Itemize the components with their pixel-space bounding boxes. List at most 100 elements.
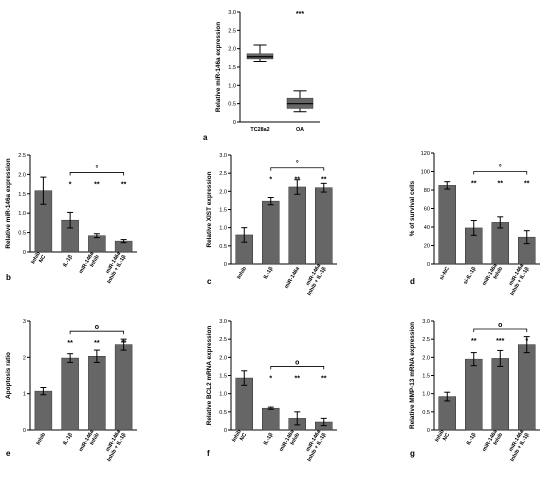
- box-0: [246, 44, 274, 62]
- y-tick-label: 2.5: [219, 171, 227, 177]
- y-tick-label: 0: [224, 428, 227, 434]
- bar-group-1: [61, 353, 79, 431]
- y-tick-label: 1.5: [228, 65, 236, 71]
- y-tick-label: 0.5: [422, 410, 430, 416]
- category-label: miR-146aInhib: [78, 428, 101, 456]
- category-label: miR-146aInhib + IL-1β: [101, 250, 128, 285]
- category-label-line: si-IL-1β: [463, 265, 478, 285]
- category-label: IL-1β: [466, 431, 478, 446]
- y-tick-label: 0.5: [219, 244, 227, 250]
- panel-letter: b: [6, 273, 11, 282]
- y-axis-title: Relative MMP-13 mRNA expression: [409, 322, 416, 429]
- significance-label: ***: [496, 338, 504, 345]
- bracket-label: o: [295, 359, 299, 366]
- significance-label: *: [69, 181, 72, 188]
- y-axis-title: Relative XIST expression: [206, 171, 213, 247]
- panel-letter: f: [207, 449, 210, 458]
- y-tick-label: 0: [233, 120, 236, 126]
- y-tick-label: 2.5: [219, 337, 227, 343]
- bracket-label: °: [296, 160, 299, 168]
- y-tick-label: 1.0: [219, 392, 227, 398]
- panel-letter: a: [203, 133, 208, 142]
- y-tick-label: 20: [424, 244, 430, 250]
- category-label: miR-146aInhib + IL-1β: [301, 428, 328, 463]
- bracket-label: o: [498, 322, 502, 329]
- significance-label: **: [321, 177, 327, 184]
- y-tick-label: 1.5: [219, 374, 227, 380]
- bar-group-2: [88, 233, 106, 253]
- y-axis-title: Apoptosis ratio: [5, 352, 12, 399]
- bar: [518, 344, 536, 431]
- y-tick-label: 3.0: [228, 10, 236, 16]
- category-label-line: IL-1β: [466, 431, 478, 446]
- bar: [88, 355, 106, 431]
- bar: [491, 222, 509, 265]
- significance-label: **: [67, 340, 73, 347]
- significance-label: **: [295, 177, 301, 184]
- comparison-bracket: [473, 171, 528, 175]
- category-label-line: Inhib: [231, 428, 243, 443]
- bar-group-1: [465, 220, 483, 265]
- category-label: miR-146aInhib: [78, 250, 101, 278]
- category-label-line: Inhib: [434, 428, 446, 443]
- box-1: ***: [286, 11, 314, 113]
- category-label: TC28a2: [250, 127, 269, 133]
- category-label-line: Inhib: [493, 265, 505, 280]
- bar: [262, 200, 280, 265]
- category-label-line: Inhib: [89, 431, 101, 446]
- category-label: miR-146aInhib + IL-1β: [504, 428, 531, 463]
- bar: [61, 357, 79, 431]
- category-label: InhibNC: [30, 250, 47, 268]
- y-tick-label: 40: [424, 225, 430, 231]
- bar-group-2: [491, 216, 509, 265]
- category-label: si-NC: [439, 266, 451, 281]
- category-label: InhibNC: [231, 428, 248, 446]
- y-tick-label: 0: [23, 428, 26, 434]
- category-label: InhibNC: [434, 428, 451, 446]
- y-axis-title: Relative miR-146a expression: [5, 158, 12, 248]
- category-label-line: Inhib: [493, 431, 505, 446]
- y-tick-label: 1.0: [18, 211, 26, 217]
- y-tick-label: 80: [424, 188, 430, 194]
- bar-group-0: [235, 370, 253, 431]
- y-tick-label: 0.5: [228, 102, 236, 108]
- category-label-line: IL-1β: [62, 431, 74, 446]
- category-label: miR-146a: [284, 265, 302, 290]
- y-tick-label: 2.0: [18, 172, 26, 178]
- y-tick-label: 120: [421, 151, 430, 157]
- y-axis-title: Relative miR-146a expression: [215, 22, 222, 112]
- chart-panel-g: 0 0.5 1.0 1.5 2.0 2.5 3.0 Relative MMP-13 mRNA …: [409, 319, 540, 463]
- category-label: miR-146aInhib + IL-1β: [101, 428, 128, 463]
- category-label: si-IL-1β: [463, 265, 478, 285]
- significance-label: **: [321, 375, 327, 382]
- bar-group-2: [288, 411, 306, 431]
- y-tick-label: 2: [23, 355, 26, 361]
- chart-panel-c: 0 0.5 1.0 1.5 2.0 2.5 3.0 Relative XIST express…: [206, 153, 337, 297]
- y-tick-label: 2.5: [422, 337, 430, 343]
- bar: [315, 187, 333, 265]
- y-axis-title: % of survival cells: [409, 180, 416, 236]
- y-tick-label: 1.0: [228, 83, 236, 89]
- significance-label: *: [269, 375, 272, 382]
- bar: [88, 235, 106, 253]
- y-tick-label: 1.0: [422, 392, 430, 398]
- bar: [438, 185, 456, 265]
- y-tick-label: 0.5: [219, 410, 227, 416]
- bar-group-1: [262, 197, 280, 265]
- category-label: IL-1β: [263, 431, 275, 446]
- y-tick-label: 2.0: [219, 189, 227, 195]
- y-tick-label: 3: [23, 319, 26, 325]
- bar-group-3: [114, 239, 133, 253]
- bar-group-2: [491, 349, 509, 431]
- bracket-label: °: [499, 164, 502, 172]
- panel-letter: d: [410, 277, 415, 286]
- bar: [262, 407, 280, 431]
- category-label: OA: [296, 127, 304, 133]
- bar-group-1: [465, 352, 483, 431]
- y-tick-label: 0: [427, 428, 430, 434]
- bar: [235, 377, 253, 431]
- category-label-line: IL-1β: [263, 431, 275, 446]
- category-label-line: IL-1β: [263, 265, 275, 280]
- bar-group-3: [315, 182, 333, 265]
